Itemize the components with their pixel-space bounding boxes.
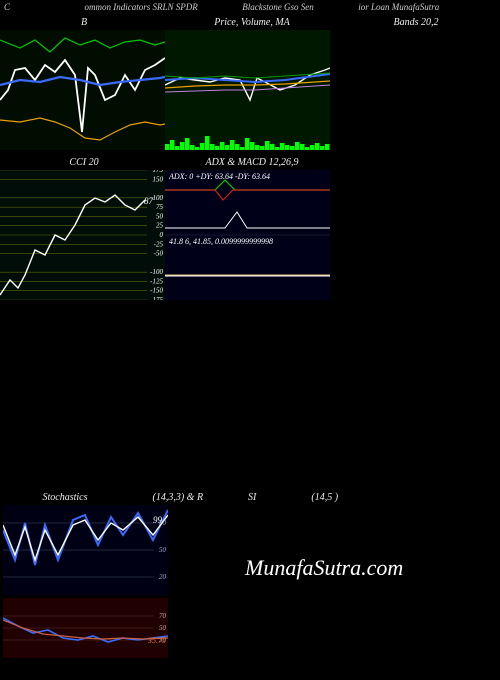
top-titles: B Price, Volume, MA Bands 20,2 — [0, 16, 500, 30]
title-cci: CCI 20 — [0, 156, 168, 170]
top-row-charts — [0, 30, 500, 150]
adx-text-top: ADX: 0 +DY: 63.64 -DY: 63.64 — [169, 172, 270, 181]
stoch-title-row: Stochastics (14,3,3) & R SI (14,5 ) — [0, 492, 500, 503]
title-stoch: Stochastics — [43, 492, 88, 503]
svg-text:150: 150 — [153, 175, 164, 183]
svg-text:0: 0 — [160, 231, 164, 239]
stoch-params: (14,3,3) & R — [153, 492, 204, 503]
watermark: MunafaSutra.com — [245, 555, 403, 581]
title-price-vol-ma: Price, Volume, MA — [168, 16, 336, 30]
svg-text:100: 100 — [153, 194, 164, 202]
mid-row-charts: 175150 1007550 250-25 -50 -100-125 -150-175 8… — [0, 170, 500, 300]
hdr-right: ior Loan MunafaSutra — [358, 2, 439, 12]
stoch-si: SI — [248, 492, 256, 503]
svg-text:175: 175 — [153, 170, 164, 174]
svg-text:20: 20 — [159, 573, 167, 581]
title-bands: Bands 20,2 — [336, 16, 496, 30]
svg-text:-175: -175 — [150, 296, 163, 300]
mid-titles: CCI 20 ADX & MACD 12,26,9 — [0, 156, 500, 170]
chart-adx-macd: ADX: 0 +DY: 63.64 -DY: 63.64 41.8 6, 41.… — [165, 170, 330, 300]
svg-text:50: 50 — [159, 546, 167, 554]
page-header: C ommon Indicators SRLN SPDR Blackstone … — [0, 0, 500, 16]
chart-rsi: 705030 35.75 — [3, 598, 168, 658]
svg-text:-100: -100 — [150, 268, 163, 276]
hdr-center: Blackstone Gso Sen — [242, 2, 313, 12]
svg-text:75: 75 — [156, 203, 164, 211]
chart-cci: 175150 1007550 250-25 -50 -100-125 -150-175 8… — [0, 170, 165, 300]
chart-price-vol-ma — [165, 30, 330, 150]
stoch-value-label: 99 — [153, 515, 162, 525]
cci-value-label: 87 — [144, 196, 153, 206]
adx-text-bot: 41.8 6, 41.85, 0.0099999999998 — [169, 237, 273, 246]
svg-text:50: 50 — [156, 212, 164, 220]
title-adx-macd: ADX & MACD 12,26,9 — [168, 156, 336, 170]
svg-text:-25: -25 — [154, 240, 164, 248]
hdr-left: C — [4, 2, 10, 12]
svg-text:-150: -150 — [150, 287, 163, 295]
hdr-mid: ommon Indicators SRLN SPDR — [85, 2, 198, 12]
chart-stochastics: 805020 99 — [3, 505, 168, 595]
svg-text:25: 25 — [156, 222, 164, 230]
svg-text:70: 70 — [159, 612, 167, 620]
chart-b — [0, 30, 165, 150]
stoch-rsi-params: (14,5 ) — [311, 492, 338, 503]
svg-text:-50: -50 — [154, 250, 164, 258]
svg-text:50: 50 — [159, 624, 167, 632]
svg-text:-125: -125 — [150, 277, 163, 285]
title-b: B — [0, 16, 168, 30]
chart-bands — [330, 30, 490, 150]
rsi-value-label: 35.75 — [148, 636, 166, 645]
